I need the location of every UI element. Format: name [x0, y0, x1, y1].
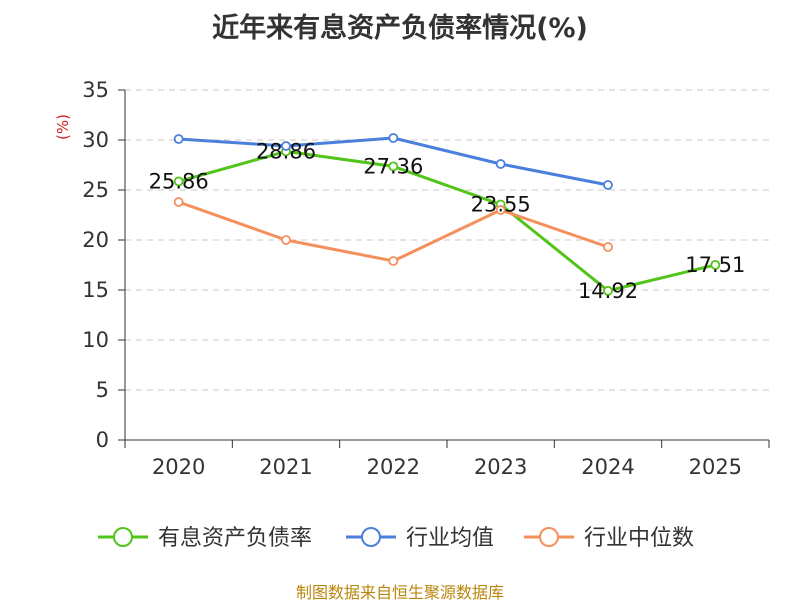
y-tick-label: 5 — [96, 378, 109, 402]
data-point — [603, 242, 613, 252]
data-point — [281, 141, 291, 151]
chart-title: 近年来有息资产负债率情况(%) — [212, 13, 588, 44]
legend-label: 有息资产负债率 — [158, 526, 312, 551]
x-tick-label: 2021 — [259, 455, 312, 479]
data-labels: 25.86 28.86 27.36 23.55 14.92 17.51 — [149, 139, 746, 302]
data-label: 14.92 — [578, 279, 638, 303]
x-tick-label: 2024 — [581, 455, 634, 479]
data-point — [281, 235, 291, 245]
data-point — [388, 256, 399, 266]
y-tick-label: 0 — [96, 428, 109, 452]
series-lines — [173, 133, 721, 296]
legend-marker — [361, 527, 381, 547]
data-label: 23.55 — [471, 193, 531, 217]
y-tick-label: 30 — [82, 128, 109, 152]
data-point — [173, 134, 184, 144]
data-point — [173, 176, 184, 187]
data-point — [710, 259, 721, 270]
data-point — [495, 159, 506, 169]
data-point — [173, 197, 184, 207]
legend: 有息资产负债率 行业均值 行业中位数 — [98, 526, 694, 551]
y-tick-label: 10 — [82, 328, 109, 352]
source-note: 制图数据来自恒生聚源数据库 — [295, 583, 504, 602]
data-point — [495, 205, 506, 215]
series-line — [178, 200, 609, 263]
data-label: 17.51 — [685, 253, 745, 277]
x-tick-label: 2025 — [689, 455, 742, 479]
x-tick-label: 2023 — [474, 455, 527, 479]
y-tick-label: 25 — [82, 178, 109, 202]
legend-marker — [539, 527, 559, 547]
legend-label: 行业均值 — [406, 526, 494, 551]
series-line — [178, 149, 716, 293]
legend-marker — [113, 527, 133, 547]
data-point — [603, 180, 613, 190]
data-point — [388, 161, 399, 172]
y-tick-label: 15 — [82, 278, 109, 302]
data-point — [388, 133, 399, 143]
y-axis-unit-label: (%) — [54, 114, 72, 140]
legend-label: 行业中位数 — [584, 526, 694, 551]
y-tick-label: 20 — [82, 228, 109, 252]
data-point — [603, 285, 613, 296]
x-tick-label: 2022 — [367, 455, 420, 479]
data-label: 25.86 — [149, 169, 209, 193]
x-tick-label: 2020 — [152, 455, 205, 479]
data-label: 28.86 — [256, 139, 316, 163]
data-label: 27.36 — [363, 154, 423, 178]
y-tick-label: 35 — [82, 78, 109, 102]
grid-lines — [125, 89, 769, 391]
